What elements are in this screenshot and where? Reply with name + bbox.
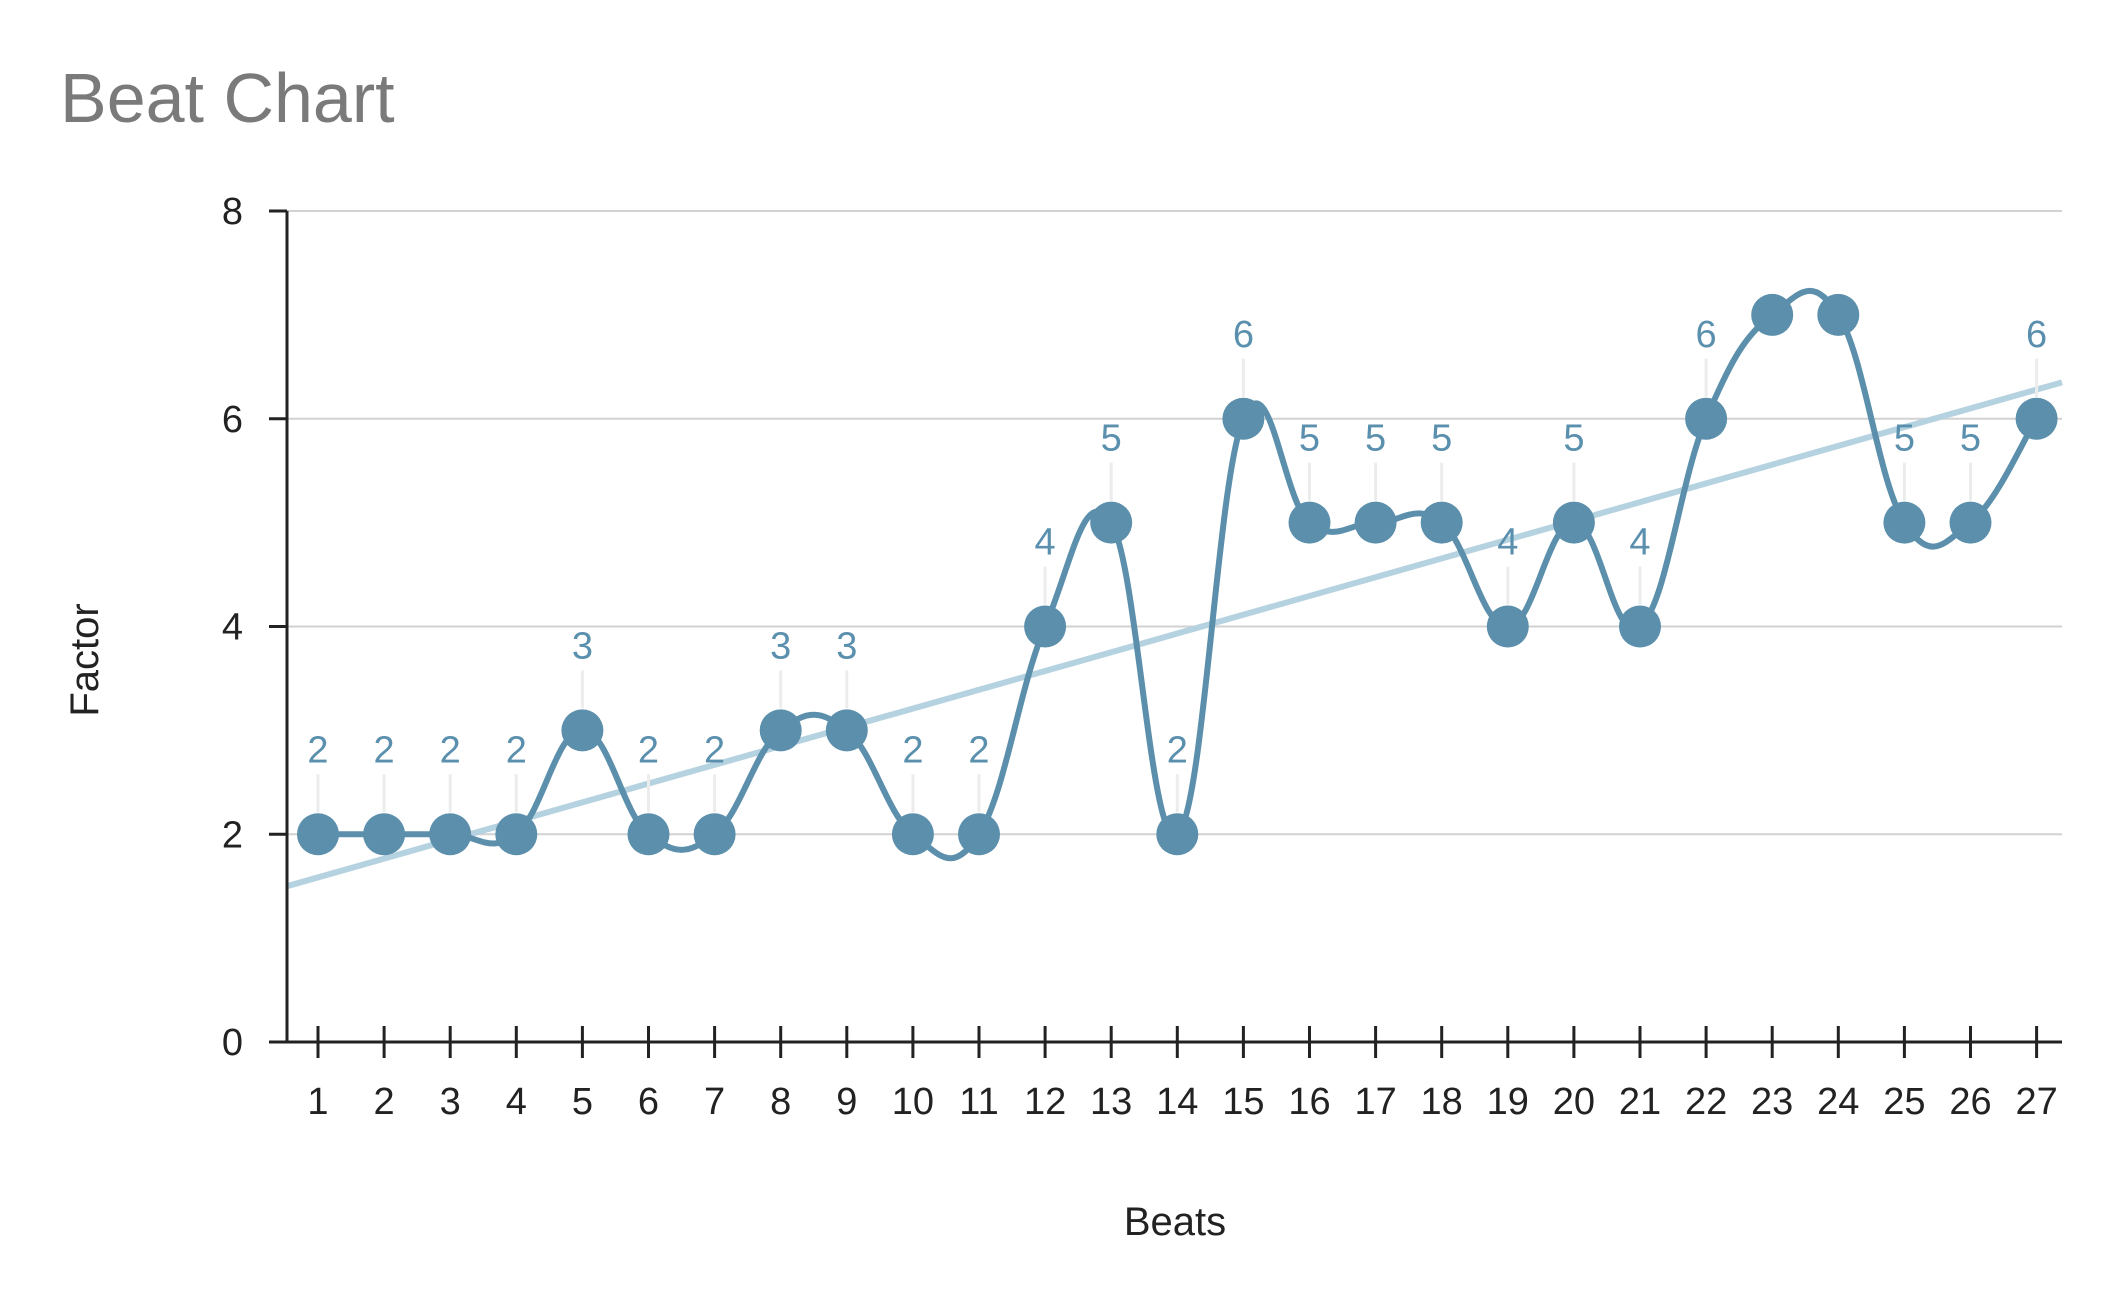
data-point-20 (1552, 501, 1595, 544)
x-tick-label-13: 13 (1090, 1081, 1132, 1123)
data-point-18 (1420, 501, 1463, 544)
data-label-20: 5 (1563, 418, 1584, 460)
y-tick-label-2: 2 (222, 814, 243, 856)
data-label-19: 4 (1497, 522, 1518, 564)
x-tick-label-9: 9 (836, 1081, 857, 1123)
data-point-24 (1817, 293, 1860, 336)
x-tick-label-26: 26 (1949, 1081, 1991, 1123)
x-tick-label-24: 24 (1817, 1081, 1859, 1123)
data-label-5: 3 (572, 625, 593, 667)
x-tick-label-23: 23 (1751, 1081, 1793, 1123)
data-point-2 (363, 813, 406, 856)
data-label-14: 2 (1167, 729, 1188, 771)
x-tick-label-19: 19 (1487, 1081, 1529, 1123)
data-label-3: 2 (440, 729, 461, 771)
data-point-25 (1883, 501, 1926, 544)
x-tick-label-22: 22 (1685, 1081, 1727, 1123)
data-point-1 (297, 813, 339, 856)
x-tick-label-8: 8 (770, 1081, 791, 1123)
data-label-2: 2 (374, 729, 395, 771)
x-tick-label-14: 14 (1156, 1081, 1198, 1123)
x-tick-label-12: 12 (1024, 1081, 1066, 1123)
x-tick-label-6: 6 (638, 1081, 659, 1123)
data-point-14 (1156, 813, 1199, 856)
x-tick-label-3: 3 (440, 1081, 461, 1123)
x-tick-label-25: 25 (1883, 1081, 1925, 1123)
x-tick-label-15: 15 (1222, 1081, 1264, 1123)
x-tick-label-2: 2 (374, 1081, 395, 1123)
data-point-23 (1751, 293, 1794, 336)
series-layer (297, 287, 2058, 862)
data-label-1: 2 (307, 729, 328, 771)
data-point-4 (495, 813, 538, 856)
data-label-12: 4 (1035, 522, 1056, 564)
x-tick-label-18: 18 (1421, 1081, 1463, 1123)
data-point-22 (1685, 397, 1728, 440)
data-label-6: 2 (638, 729, 659, 771)
data-point-12 (1024, 605, 1067, 648)
data-point-27 (2015, 397, 2058, 440)
x-tick-label-17: 17 (1354, 1081, 1396, 1123)
trendline (286, 379, 2063, 890)
x-tick-label-1: 1 (307, 1081, 328, 1123)
y-tick-label-0: 0 (222, 1022, 243, 1064)
data-point-3 (429, 813, 472, 856)
data-label-4: 2 (506, 729, 527, 771)
x-tick-label-11: 11 (959, 1081, 998, 1123)
data-label-26: 5 (1960, 418, 1981, 460)
data-label-15: 6 (1233, 314, 1254, 356)
data-label-11: 2 (968, 729, 989, 771)
series-line-0 (317, 287, 2040, 862)
data-point-13 (1090, 501, 1133, 544)
data-label-16: 5 (1299, 418, 1320, 460)
data-point-7 (693, 813, 736, 856)
x-tick-label-16: 16 (1288, 1081, 1330, 1123)
data-point-15 (1222, 397, 1265, 440)
data-label-13: 5 (1101, 418, 1122, 460)
data-point-11 (958, 813, 1000, 856)
data-label-8: 3 (770, 625, 791, 667)
chart-title: Beat Chart (60, 59, 395, 137)
data-label-17: 5 (1365, 418, 1386, 460)
data-labels: 2 2 2 2 3 2 2 3 3 2 2 4 5 2 6 5 5 5 4 5 4 6 5 5 6 (307, 314, 2047, 813)
data-label-25: 5 (1894, 418, 1915, 460)
x-tick-label-7: 7 (704, 1081, 725, 1123)
x-tick-label-21: 21 (1619, 1081, 1661, 1123)
trendline-layer (286, 379, 2063, 890)
x-axis-title: Beats (1124, 1200, 1226, 1244)
data-point-17 (1354, 501, 1397, 544)
data-label-9: 3 (836, 625, 857, 667)
data-point-16 (1288, 501, 1331, 544)
y-tick-label-4: 4 (222, 607, 243, 649)
data-point-21 (1619, 605, 1661, 648)
data-label-22: 6 (1696, 314, 1717, 356)
data-point-10 (891, 813, 934, 856)
data-point-9 (825, 709, 868, 752)
data-label-7: 2 (704, 729, 725, 771)
data-point-26 (1949, 501, 1992, 544)
y-tick-label-8: 8 (222, 191, 243, 233)
data-point-6 (627, 813, 670, 856)
data-point-5 (561, 709, 604, 752)
x-tick-label-10: 10 (892, 1081, 934, 1123)
x-tick-label-27: 27 (2015, 1081, 2057, 1123)
data-label-18: 5 (1431, 418, 1452, 460)
x-tick-label-4: 4 (506, 1081, 527, 1123)
data-label-10: 2 (902, 729, 923, 771)
y-tick-label-6: 6 (222, 399, 243, 441)
data-point-19 (1486, 605, 1529, 648)
grid-lines (287, 210, 2062, 836)
x-tick-label-5: 5 (572, 1081, 593, 1123)
data-label-21: 4 (1629, 522, 1650, 564)
data-label-27: 6 (2026, 314, 2047, 356)
x-tick-label-20: 20 (1553, 1081, 1595, 1123)
y-axis-title: Factor (63, 603, 107, 716)
data-point-8 (759, 709, 802, 752)
